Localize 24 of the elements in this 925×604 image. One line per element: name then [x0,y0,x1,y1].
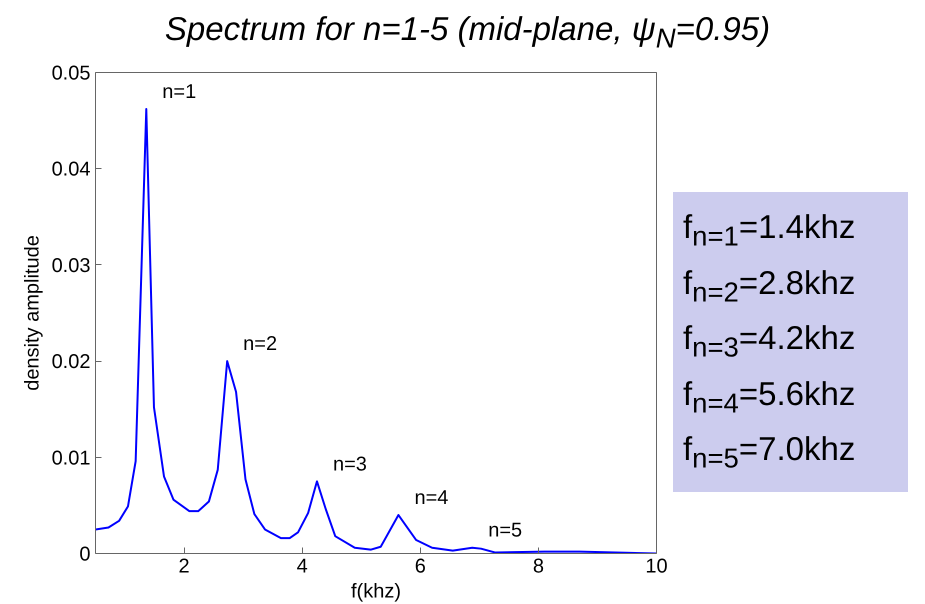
y-axis-title: density amplitude [22,235,44,391]
y-tick-label: 0.01 [52,447,91,470]
x-tick-label: 6 [414,556,426,578]
annotation: n=4 [414,487,448,510]
x-tick-label: 4 [296,556,308,578]
x-tick-label: 2 [178,556,190,578]
annotation: n=2 [243,333,278,356]
text: f$_{n=1}$=1.4khz [683,208,856,252]
x-tick-label: 10 [645,556,668,578]
y-tick-label: 0.04 [52,158,91,181]
x-axis-title: f(khz) [351,580,401,602]
text: f$_{n=3}$=4.2khz [683,319,856,363]
annotation: n=1 [162,81,196,104]
y-tick-label: 0 [79,544,90,566]
y-tick-label: 0.03 [52,254,91,277]
text: f$_{n=2}$=2.8khz [683,264,856,308]
annotation: n=5 [488,520,522,542]
text: f$_{n=4}$=5.6khz [683,374,856,418]
chart-title: Spectrum for n=1-5 (mid-plane, ψ$_{N}$=0.95) [164,10,770,54]
annotation: n=3 [332,453,367,476]
text: f$_{n=5}$=7.0khz [683,430,856,474]
x-tick-label: 8 [532,556,544,578]
y-tick-label: 0.02 [52,351,91,374]
y-tick-label: 0.05 [52,62,91,84]
